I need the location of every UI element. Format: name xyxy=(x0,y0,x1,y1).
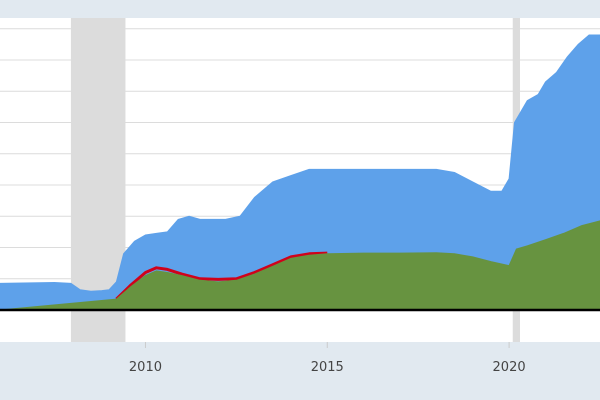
x-tick-label-2: 2020 xyxy=(493,360,526,375)
x-tick-label-1: 2015 xyxy=(311,360,344,375)
series-layer xyxy=(0,34,600,311)
series-0-area xyxy=(0,34,600,311)
series-1-line xyxy=(115,251,328,301)
x-axis-ticks: 2010 2015 2020 xyxy=(129,342,526,375)
x-tick-label-0: 2010 xyxy=(129,360,162,375)
series-2-area xyxy=(0,220,600,311)
